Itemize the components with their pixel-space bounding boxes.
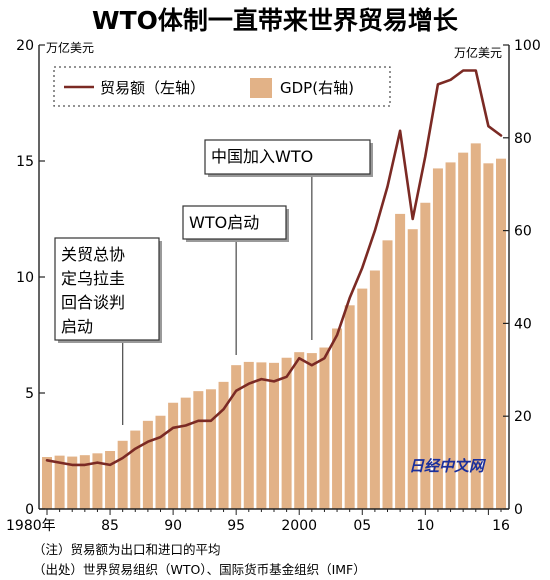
- right-tick-label-0: 0: [514, 502, 523, 518]
- gdp-bar-1990: [168, 402, 179, 509]
- gdp-bar-1981: [54, 455, 65, 509]
- gdp-bar-1993: [205, 389, 216, 509]
- gdp-bar-2003: [332, 328, 343, 509]
- left-tick-label-5: 5: [25, 386, 34, 402]
- gdp-bar-1992: [193, 391, 204, 509]
- gdp-bar-2015: [483, 163, 494, 509]
- x-tick-label-2016: 16: [492, 518, 510, 534]
- note-line-2: （出处）世界贸易组织（WTO）、国际货币基金组织（IMF）: [33, 562, 366, 577]
- left-tick-label-15: 15: [16, 154, 34, 170]
- left-tick-label-20: 20: [16, 38, 34, 54]
- x-tick-label-2010: 10: [416, 518, 434, 534]
- gdp-bar-1987: [130, 430, 141, 509]
- x-tick-label-1990: 90: [164, 518, 182, 534]
- left-axis-unit: 万亿美元: [46, 40, 94, 55]
- gdp-bar-1988: [142, 420, 153, 509]
- trade-line: [45, 69, 503, 467]
- gdp-bar-2007: [382, 240, 393, 509]
- left-tick-label-0: 0: [25, 502, 34, 518]
- gdp-bar-2011: [432, 168, 443, 509]
- note-line-1: （注）贸易额为出口和进口的平均: [33, 542, 221, 557]
- x-tick-label-2000: 2000: [281, 518, 317, 534]
- gdp-bar-2010: [420, 202, 431, 509]
- gdp-bar-1985: [105, 451, 116, 509]
- gdp-bar-1994: [218, 381, 229, 509]
- right-tick-label-40: 40: [514, 316, 532, 332]
- gdp-bar-1986: [117, 440, 128, 509]
- gdp-bar-2012: [445, 162, 456, 509]
- annotation-box-uruguay: [54, 237, 160, 341]
- gdp-bar-1995: [231, 365, 242, 509]
- gdp-bar-2002: [319, 347, 330, 509]
- gdp-bar-1980: [42, 457, 52, 509]
- gdp-bar-1999: [281, 357, 292, 509]
- annotation-text-china-wto-0: 中国加入WTO: [211, 147, 313, 166]
- gdp-bar-1991: [180, 397, 191, 509]
- left-tick-label-10: 10: [16, 270, 34, 286]
- right-axis-unit: 万亿美元: [454, 45, 502, 60]
- x-tick-label-1980: 1980年: [6, 518, 56, 534]
- gdp-bar-1983: [79, 455, 90, 509]
- legend-bar-swatch: [250, 78, 272, 98]
- legend: 贸易额（左轴） GDP(右轴): [53, 66, 391, 107]
- x-tick-label-2005: 05: [353, 518, 371, 534]
- annotation-text-uruguay-1: 定乌拉圭: [61, 269, 125, 288]
- gdp-bar-1989: [155, 415, 166, 509]
- gdp-bar-2001: [306, 353, 317, 509]
- chart-title: WTO体制一直带来世界贸易增长: [92, 6, 459, 35]
- gdp-bar-2013: [458, 152, 469, 509]
- gdp-bar-2008: [395, 213, 406, 509]
- right-tick-label-100: 100: [514, 38, 541, 54]
- watermark: 日经中文网: [409, 457, 487, 475]
- gdp-bar-2006: [369, 270, 380, 509]
- annotation-text-uruguay-0: 关贸总协: [61, 245, 125, 264]
- annotation-box-china-wto: [204, 139, 371, 175]
- gdp-bar-2004: [344, 305, 355, 509]
- gdp-bar-2005: [357, 288, 368, 509]
- annotation-text-wto-start-0: WTO启动: [189, 213, 259, 232]
- gdp-bar-1982: [67, 456, 78, 509]
- gdp-bar-2014: [470, 143, 481, 510]
- legend-label-gdp: GDP(右轴): [280, 79, 354, 97]
- annotation-text-uruguay-3: 启动: [61, 317, 93, 336]
- right-tick-label-80: 80: [514, 131, 532, 147]
- gdp-bar-1998: [269, 362, 279, 509]
- gdp-bar-2000: [294, 352, 305, 509]
- annotation-text-uruguay-2: 回合谈判: [61, 293, 125, 312]
- legend-box: [53, 66, 391, 107]
- gdp-bar-2016: [496, 158, 506, 509]
- gdp-bar-1997: [256, 362, 267, 509]
- legend-label-trade: 贸易额（左轴）: [100, 79, 205, 97]
- right-tick-label-60: 60: [514, 224, 532, 240]
- right-tick-label-20: 20: [514, 409, 532, 425]
- gdp-bar-2009: [407, 229, 418, 509]
- annotation-leaders: [122, 174, 313, 425]
- annotation-box-wto-start: [182, 205, 287, 240]
- x-tick-label-1985: 85: [101, 518, 119, 534]
- gdp-bars: [42, 143, 506, 510]
- gdp-bar-1996: [243, 361, 254, 509]
- gdp-bar-1984: [92, 453, 103, 509]
- x-tick-label-1995: 95: [227, 518, 245, 534]
